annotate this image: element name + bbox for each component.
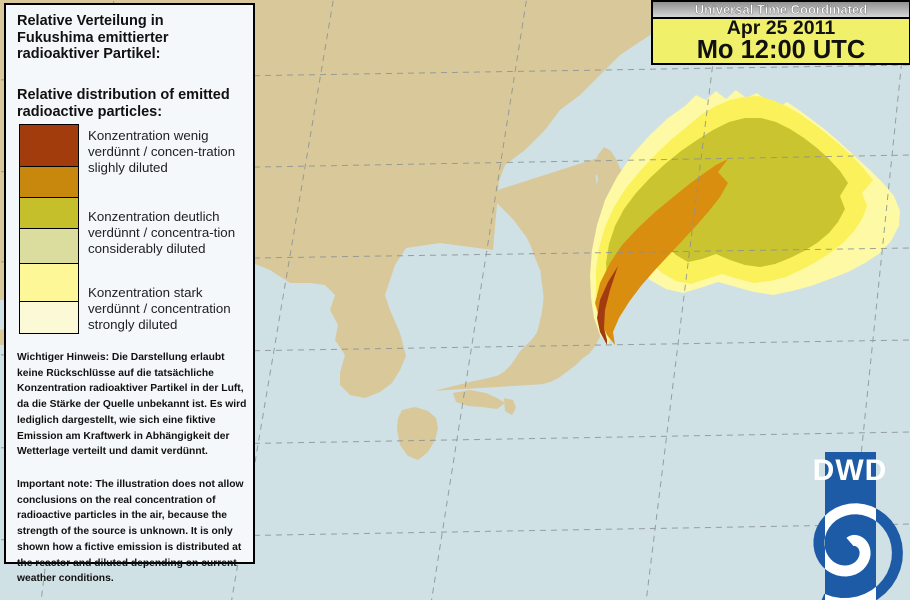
svg-text:Universal Time Coordinated: Universal Time Coordinated bbox=[695, 2, 867, 17]
svg-text:Mo 12:00 UTC: Mo 12:00 UTC bbox=[697, 36, 866, 64]
svg-text:DWD: DWD bbox=[813, 454, 888, 487]
